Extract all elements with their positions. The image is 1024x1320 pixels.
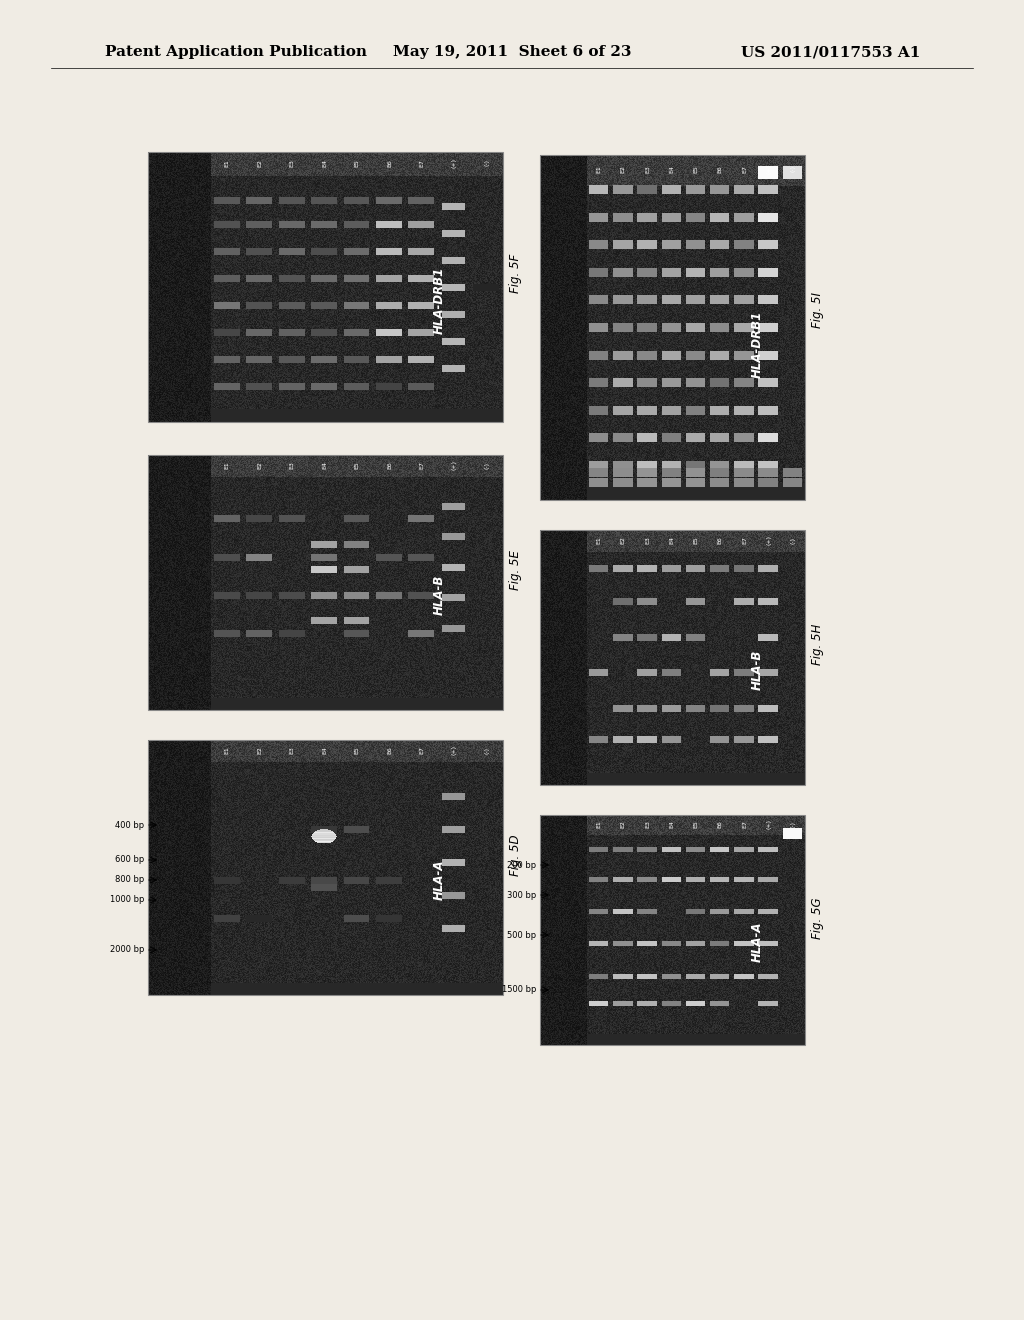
Text: E1: E1	[224, 461, 229, 469]
Text: E7: E7	[742, 165, 746, 173]
Text: E3: E3	[645, 165, 650, 173]
Bar	[148, 741, 503, 995]
Text: E6: E6	[387, 746, 392, 754]
Text: E2: E2	[257, 461, 262, 469]
Text: (+): (+)	[452, 158, 457, 168]
Text: E4: E4	[323, 461, 327, 469]
Text: E3: E3	[645, 536, 650, 544]
Text: E6: E6	[718, 820, 723, 828]
Text: 800 bp: 800 bp	[115, 875, 144, 884]
Text: E1: E1	[224, 158, 229, 166]
Text: E5: E5	[693, 165, 698, 173]
Text: E7: E7	[420, 461, 424, 469]
Text: HLA-B: HLA-B	[432, 576, 445, 615]
Text: (-): (-)	[484, 747, 489, 754]
Text: E5: E5	[354, 746, 359, 754]
Text: 300 bp: 300 bp	[507, 891, 536, 899]
Text: HLA-B: HLA-B	[751, 649, 764, 690]
Text: E5: E5	[354, 461, 359, 469]
Text: E5: E5	[354, 158, 359, 166]
Text: E3: E3	[290, 746, 295, 754]
Text: E4: E4	[670, 165, 674, 173]
Text: E7: E7	[420, 746, 424, 754]
Text: E6: E6	[387, 461, 392, 469]
Text: 1500 bp: 1500 bp	[502, 986, 536, 994]
Text: E6: E6	[718, 165, 723, 173]
Bar	[540, 154, 805, 500]
Text: HLA-A: HLA-A	[751, 921, 764, 962]
Text: E2: E2	[257, 158, 262, 166]
Text: HLA-DRB1: HLA-DRB1	[432, 267, 445, 334]
Text: E1: E1	[224, 746, 229, 754]
Text: (+): (+)	[766, 820, 771, 829]
Text: Fig. 5D: Fig. 5D	[509, 834, 521, 875]
Text: (-): (-)	[484, 160, 489, 166]
Text: E7: E7	[420, 158, 424, 166]
Text: Fig. 5G: Fig. 5G	[811, 898, 823, 940]
Text: E4: E4	[670, 820, 674, 828]
Text: E4: E4	[670, 536, 674, 544]
Text: E6: E6	[718, 536, 723, 544]
Text: 500 bp: 500 bp	[507, 931, 536, 940]
Text: E4: E4	[323, 158, 327, 166]
Text: 200 bp: 200 bp	[507, 861, 536, 870]
Text: E1: E1	[597, 536, 602, 544]
Text: E7: E7	[742, 536, 746, 544]
Text: E3: E3	[645, 820, 650, 828]
Text: 600 bp: 600 bp	[115, 855, 144, 865]
Text: 1000 bp: 1000 bp	[110, 895, 144, 904]
Text: Fig. 5E: Fig. 5E	[509, 550, 521, 590]
Text: E4: E4	[323, 746, 327, 754]
Text: E3: E3	[290, 461, 295, 469]
Text: Fig. 5H: Fig. 5H	[811, 624, 823, 665]
Text: HLA-DRB1: HLA-DRB1	[751, 312, 764, 379]
Text: E3: E3	[290, 158, 295, 166]
Text: E2: E2	[621, 536, 626, 544]
Text: E6: E6	[387, 158, 392, 166]
Text: (+): (+)	[766, 535, 771, 545]
Text: May 19, 2011  Sheet 6 of 23: May 19, 2011 Sheet 6 of 23	[393, 45, 631, 59]
Text: 2000 bp: 2000 bp	[110, 945, 144, 954]
Bar	[540, 814, 805, 1045]
Text: (+): (+)	[766, 164, 771, 174]
Bar	[540, 531, 805, 785]
Text: E5: E5	[693, 820, 698, 828]
Text: (-): (-)	[791, 165, 796, 173]
Text: Fig. 5I: Fig. 5I	[811, 292, 823, 329]
Text: US 2011/0117553 A1: US 2011/0117553 A1	[740, 45, 920, 59]
Bar	[148, 152, 503, 422]
Text: Fig. 5F: Fig. 5F	[509, 253, 521, 293]
Text: E1: E1	[597, 165, 602, 173]
Text: (-): (-)	[791, 821, 796, 828]
Text: (-): (-)	[484, 462, 489, 469]
Text: E1: E1	[597, 820, 602, 828]
Text: E5: E5	[693, 536, 698, 544]
Text: E7: E7	[742, 820, 746, 828]
Bar	[148, 455, 503, 710]
Text: (-): (-)	[791, 537, 796, 544]
Text: E2: E2	[621, 820, 626, 828]
Text: E2: E2	[257, 746, 262, 754]
Text: 400 bp: 400 bp	[115, 821, 144, 829]
Text: Patent Application Publication: Patent Application Publication	[105, 45, 367, 59]
Text: E2: E2	[621, 165, 626, 173]
Text: (+): (+)	[452, 746, 457, 755]
Text: (+): (+)	[452, 461, 457, 470]
Text: HLA-A: HLA-A	[432, 861, 445, 900]
